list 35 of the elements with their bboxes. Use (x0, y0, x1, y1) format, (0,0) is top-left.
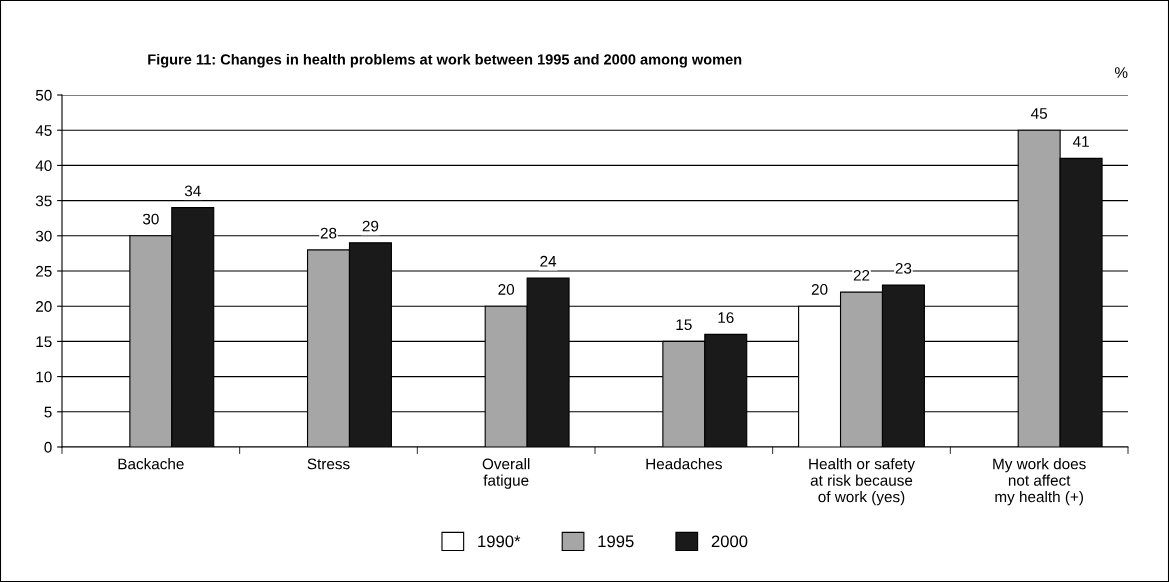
y-tick-label: 30 (35, 230, 52, 242)
data-label: 23 (895, 262, 912, 274)
x-tick-label: Stress (307, 458, 350, 470)
y-tick-label: 20 (36, 301, 52, 312)
legend-label: 1990* (478, 535, 521, 548)
x-tick-label: Health or safety at risk because of work (yes) (809, 458, 915, 506)
legend-label: 2000 (711, 535, 748, 548)
data-label: 16 (718, 312, 734, 324)
data-label: 24 (540, 255, 557, 267)
chart-title: Figure 11: Changes in health problems at work between 1995 and 2000 among women (148, 53, 742, 68)
x-tick-label: Overall fatigue (482, 458, 530, 489)
data-label: 28 (320, 227, 337, 239)
data-label: 15 (676, 319, 692, 331)
data-label: 30 (142, 213, 159, 225)
data-label: 45 (1031, 108, 1048, 119)
x-tick-label: Headaches (646, 458, 722, 470)
x-tick-label: My work does not affect my health (+) (993, 458, 1086, 506)
y-tick-label: 0 (44, 441, 52, 453)
data-label: 34 (184, 185, 201, 197)
y-tick-label: 5 (44, 406, 52, 418)
y-tick-label: 15 (36, 336, 52, 348)
y-tick-label: 10 (36, 371, 52, 383)
y-tick-label: 40 (35, 160, 52, 172)
legend-label: 1995 (598, 535, 634, 548)
y-tick-label: 35 (35, 195, 52, 207)
data-label: 22 (853, 269, 870, 281)
x-tick-label: Backache (118, 458, 184, 470)
data-label: 20 (811, 284, 828, 295)
data-label: 41 (1072, 136, 1089, 147)
y-tick-label: 45 (35, 125, 52, 136)
y-tick-label: 25 (36, 265, 52, 277)
y-tick-label: 50 (35, 89, 52, 101)
data-label: 20 (498, 284, 515, 295)
data-label: 29 (362, 220, 379, 232)
y-axis-title: % (1114, 67, 1128, 78)
